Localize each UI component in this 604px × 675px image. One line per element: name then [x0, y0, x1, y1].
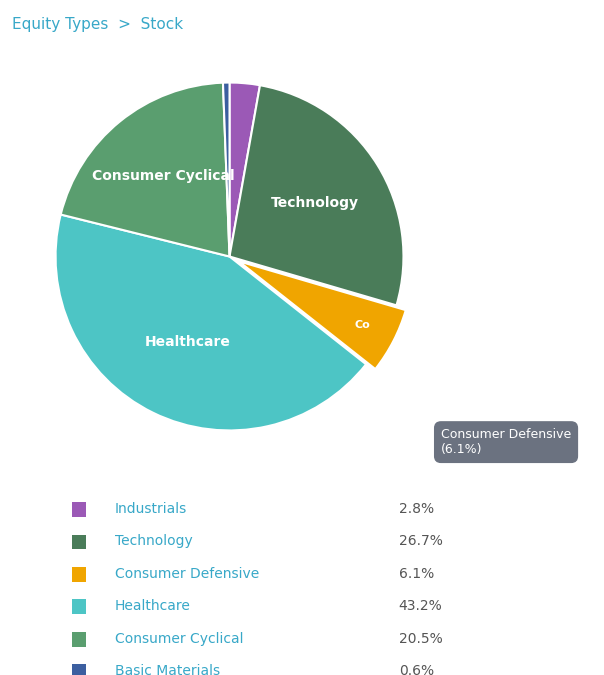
- Text: 0.6%: 0.6%: [399, 664, 434, 675]
- Text: 6.1%: 6.1%: [399, 567, 434, 580]
- Text: Healthcare: Healthcare: [115, 599, 191, 613]
- Wedge shape: [230, 85, 403, 305]
- Text: 20.5%: 20.5%: [399, 632, 442, 645]
- Wedge shape: [56, 215, 366, 431]
- Text: 26.7%: 26.7%: [399, 535, 443, 548]
- Text: 43.2%: 43.2%: [399, 599, 442, 613]
- Wedge shape: [239, 261, 406, 369]
- Text: Industrials: Industrials: [115, 502, 187, 516]
- Wedge shape: [61, 82, 230, 256]
- Text: Consumer Defensive: Consumer Defensive: [115, 567, 259, 580]
- Text: 2.8%: 2.8%: [399, 502, 434, 516]
- Text: Co: Co: [355, 320, 370, 330]
- Text: Consumer Cyclical: Consumer Cyclical: [92, 169, 235, 182]
- Text: Healthcare: Healthcare: [144, 335, 230, 350]
- Wedge shape: [230, 82, 260, 256]
- Text: Consumer Cyclical: Consumer Cyclical: [115, 632, 243, 645]
- Text: Consumer Defensive
(6.1%): Consumer Defensive (6.1%): [441, 428, 571, 456]
- Text: Technology: Technology: [271, 196, 359, 211]
- Text: Basic Materials: Basic Materials: [115, 664, 220, 675]
- Text: Equity Types  >  Stock: Equity Types > Stock: [12, 17, 183, 32]
- Text: Technology: Technology: [115, 535, 193, 548]
- Wedge shape: [223, 82, 230, 256]
